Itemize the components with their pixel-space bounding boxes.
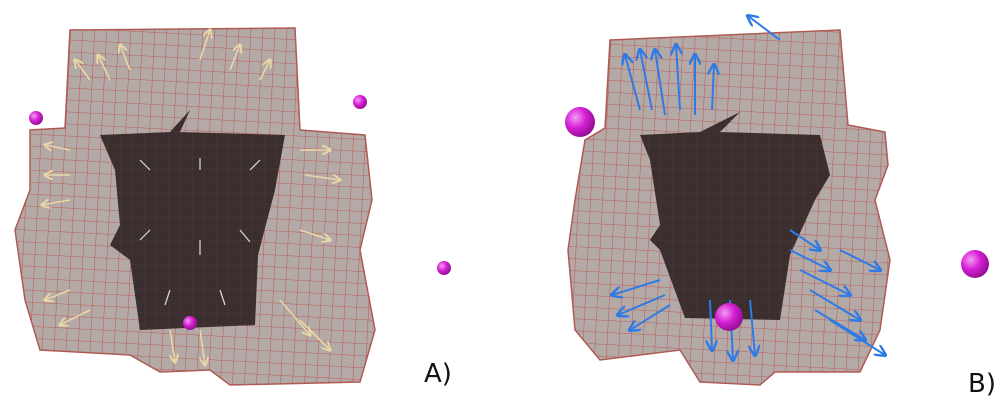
sphere	[437, 261, 451, 275]
figure: A) B)	[0, 0, 1006, 404]
panel-label: A)	[424, 359, 452, 389]
panel-label: B)	[968, 369, 996, 399]
sphere	[29, 111, 43, 125]
sphere	[183, 316, 197, 330]
sphere	[961, 250, 989, 278]
sphere	[715, 303, 743, 331]
sphere	[353, 95, 367, 109]
sphere	[565, 107, 595, 137]
panel-b: B)	[565, 16, 996, 399]
panel-a: A)	[15, 28, 452, 389]
